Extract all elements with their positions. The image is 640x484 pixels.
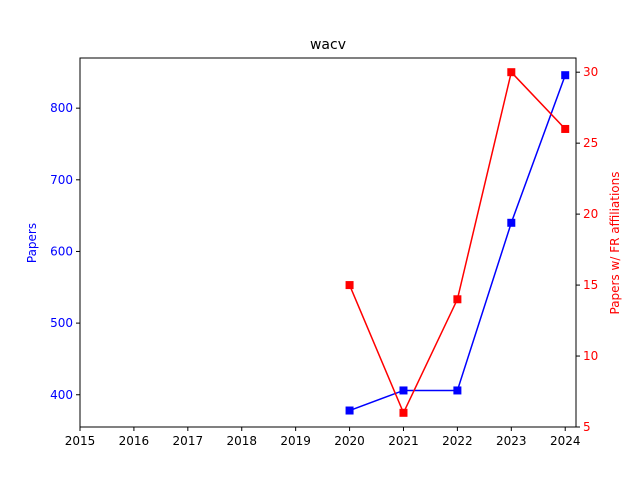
series-line-fr-papers <box>348 70 566 415</box>
y-right-tick-label: 25 <box>583 136 598 150</box>
data-point-fr-papers <box>399 408 408 417</box>
data-point-papers <box>345 406 354 415</box>
x-tick-label: 2021 <box>388 434 419 448</box>
y-right-tick-label: 30 <box>583 65 598 79</box>
data-point-papers <box>507 218 516 227</box>
x-tick-label: 2016 <box>119 434 150 448</box>
data-point-fr-papers <box>561 124 570 133</box>
y-axis-right-label: Papers w/ FR affiliations <box>608 172 622 315</box>
y-right-tick-label: 10 <box>583 349 598 363</box>
y-left-tick-label: 500 <box>50 316 73 330</box>
y-axis-left-label: Papers <box>25 223 39 263</box>
x-tick-label: 2022 <box>442 434 473 448</box>
x-tick-label: 2019 <box>280 434 311 448</box>
chart-title: wacv <box>310 37 346 53</box>
data-point-fr-papers <box>453 295 462 304</box>
y-right-tick-label: 5 <box>583 420 591 434</box>
data-point-papers <box>561 71 570 80</box>
data-point-papers <box>453 386 462 395</box>
y-left-tick-label: 800 <box>50 101 73 115</box>
data-point-fr-papers <box>507 68 516 77</box>
x-tick-label: 2023 <box>496 434 527 448</box>
y-left-tick-label: 600 <box>50 244 73 258</box>
y-left-tick-label: 400 <box>50 388 73 402</box>
data-point-fr-papers <box>345 281 354 290</box>
x-tick-label: 2015 <box>65 434 96 448</box>
y-left-tick-label: 700 <box>50 173 73 187</box>
x-tick-label: 2017 <box>173 434 204 448</box>
y-right-tick-label: 15 <box>583 278 598 292</box>
x-tick-label: 2024 <box>550 434 581 448</box>
data-point-papers <box>399 386 408 395</box>
x-tick-label: 2018 <box>226 434 257 448</box>
plot-frame <box>79 57 577 428</box>
plot-area: 2015 2016 2017 2018 2019 2020 2021 2022 2023 2024… <box>50 57 598 448</box>
y-right-tick-label: 20 <box>583 207 598 221</box>
x-tick-label: 2020 <box>334 434 365 448</box>
